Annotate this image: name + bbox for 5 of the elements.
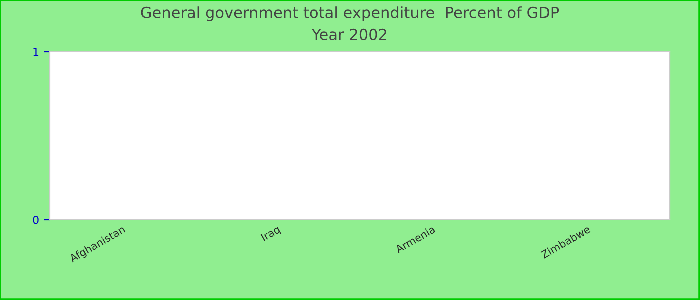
y-tick-label: 0 [33, 216, 39, 224]
x-tick-label: Iraq [260, 226, 282, 244]
chart-subtitle: Year 2002 [312, 28, 387, 40]
y-tick-label: 1 [34, 48, 39, 56]
chart-title: General government total expenditure Percent of GDP [141, 6, 560, 22]
